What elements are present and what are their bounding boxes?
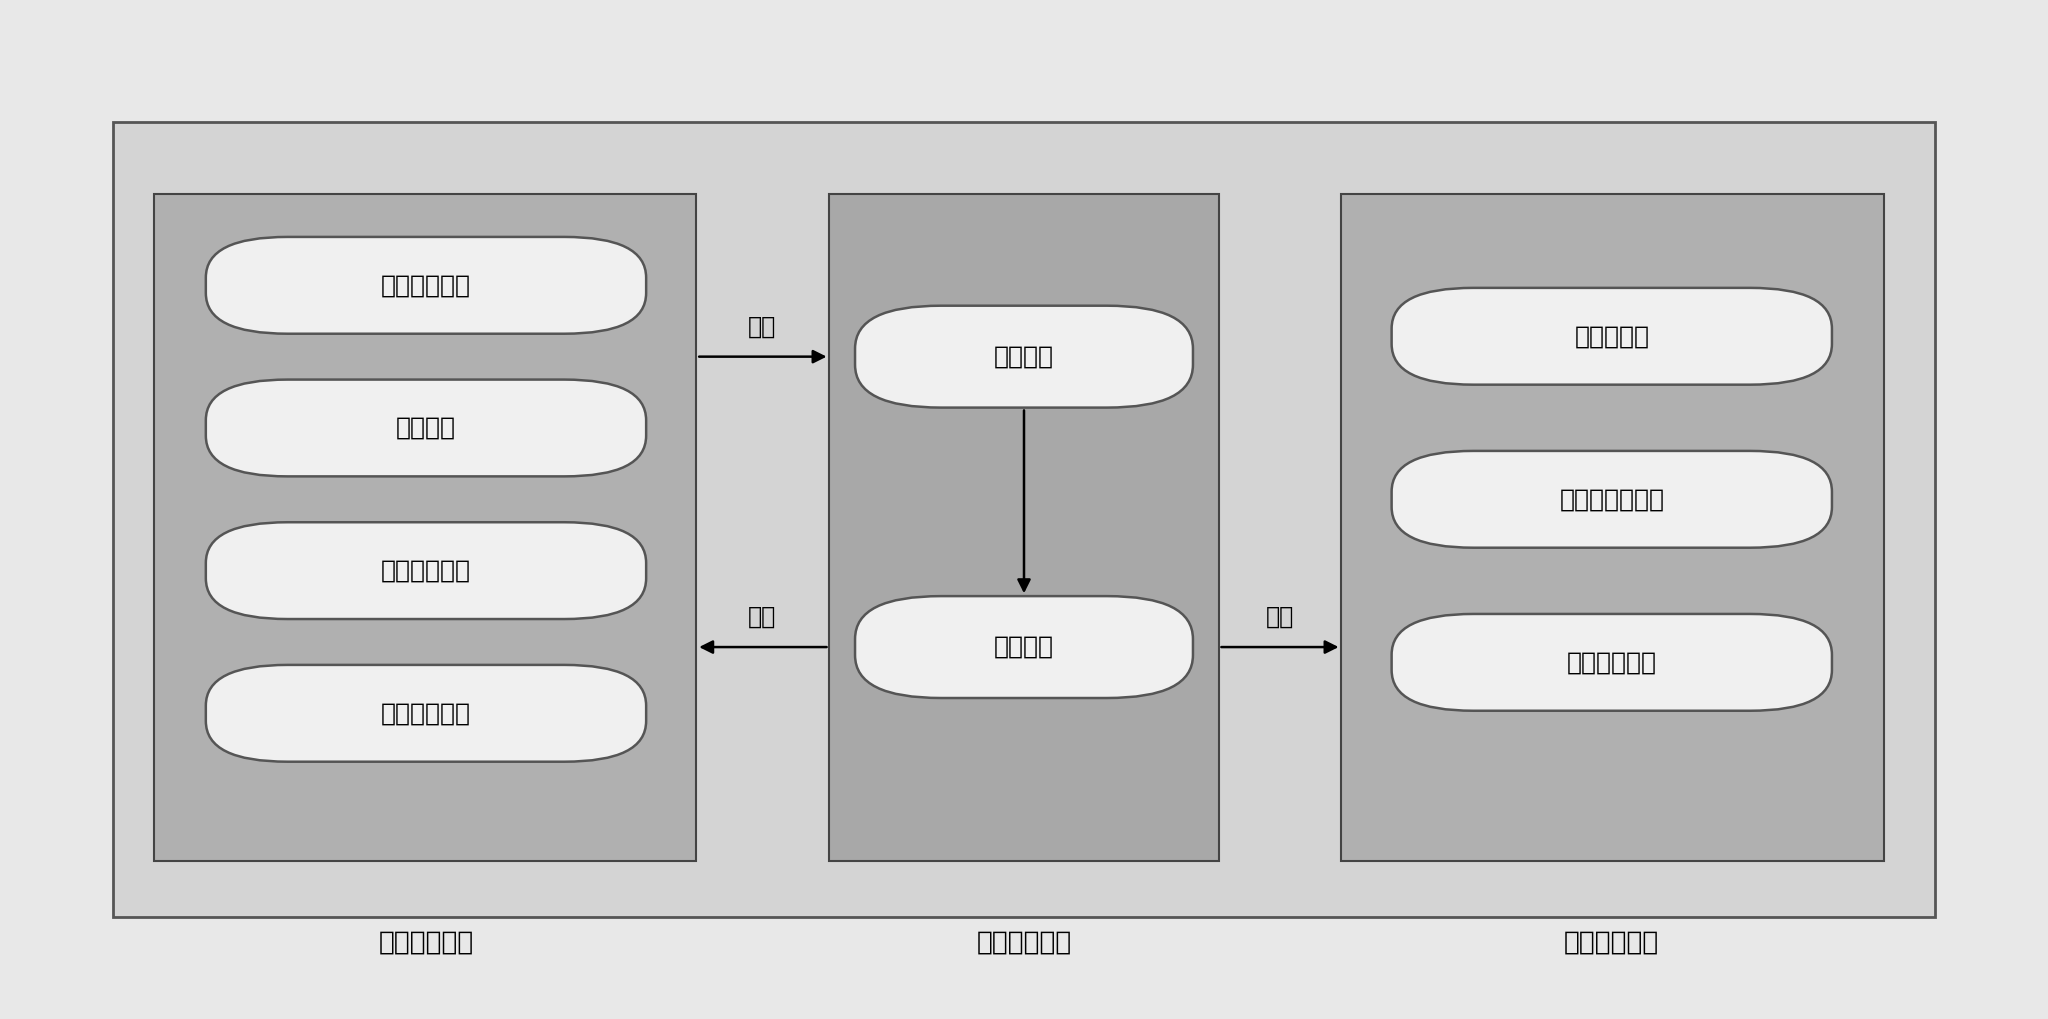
Bar (113, 122, 1935, 917)
Text: 用户需求: 用户需求 (395, 416, 457, 440)
FancyBboxPatch shape (856, 306, 1192, 408)
Bar (1341, 194, 1884, 861)
Text: 信道状态信息: 信道状态信息 (381, 558, 471, 583)
Text: 微小区信息: 微小区信息 (1575, 324, 1649, 348)
Bar (154, 194, 696, 861)
Text: 用户终端分布: 用户终端分布 (381, 273, 471, 298)
FancyBboxPatch shape (205, 380, 647, 477)
Text: 协作服务中心: 协作服务中心 (977, 929, 1071, 956)
FancyBboxPatch shape (1393, 450, 1831, 548)
FancyBboxPatch shape (1393, 287, 1831, 384)
Text: 指示: 指示 (748, 604, 776, 629)
FancyBboxPatch shape (856, 596, 1192, 698)
Text: 微小区协作群: 微小区协作群 (1565, 929, 1659, 956)
FancyBboxPatch shape (205, 665, 647, 762)
Text: 网络小区信息: 网络小区信息 (379, 929, 473, 956)
Text: 小区工作模式: 小区工作模式 (1567, 650, 1657, 675)
FancyBboxPatch shape (205, 237, 647, 334)
Text: 物理层参数调整: 物理层参数调整 (1559, 487, 1665, 512)
Text: 系统资源限制: 系统资源限制 (381, 701, 471, 726)
Text: 协作: 协作 (1266, 604, 1294, 629)
FancyBboxPatch shape (205, 522, 647, 619)
FancyBboxPatch shape (1393, 613, 1831, 711)
Bar (829, 194, 1219, 861)
Text: 策略分析: 策略分析 (993, 344, 1055, 369)
Text: 反馈: 反馈 (748, 314, 776, 338)
Text: 方案确定: 方案确定 (993, 635, 1055, 659)
